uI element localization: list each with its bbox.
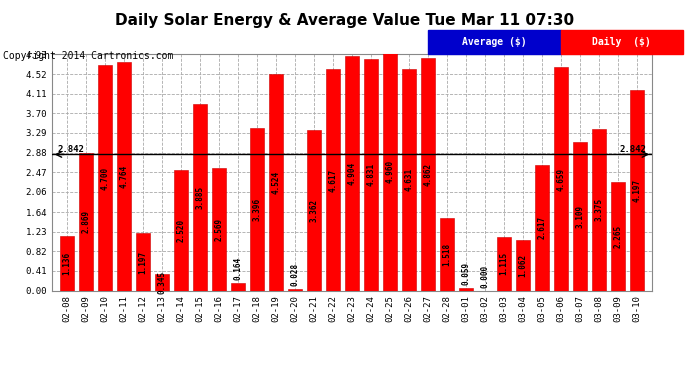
Text: Daily  ($): Daily ($): [593, 37, 651, 47]
Bar: [212, 168, 226, 291]
Text: 2.842: 2.842: [57, 146, 84, 154]
Bar: [60, 236, 74, 291]
Bar: [573, 142, 587, 291]
Text: 1.136: 1.136: [63, 252, 72, 275]
Text: Daily Solar Energy & Average Value Tue Mar 11 07:30: Daily Solar Energy & Average Value Tue M…: [115, 13, 575, 28]
Bar: [630, 90, 644, 291]
Text: 4.831: 4.831: [366, 163, 375, 186]
Text: 2.842: 2.842: [620, 146, 647, 154]
Bar: [554, 68, 568, 291]
Bar: [592, 129, 606, 291]
Text: 4.197: 4.197: [632, 178, 641, 202]
Text: 3.396: 3.396: [253, 198, 262, 221]
Text: 0.345: 0.345: [157, 271, 166, 294]
Bar: [497, 237, 511, 291]
Bar: [440, 218, 454, 291]
Bar: [230, 283, 245, 291]
Text: 4.700: 4.700: [101, 166, 110, 190]
Text: 1.518: 1.518: [442, 243, 451, 266]
Bar: [326, 69, 340, 291]
FancyBboxPatch shape: [560, 30, 683, 54]
Text: 3.362: 3.362: [309, 198, 318, 222]
Bar: [611, 182, 625, 291]
Text: 4.631: 4.631: [404, 168, 413, 191]
Bar: [345, 56, 359, 291]
Bar: [383, 53, 397, 291]
Bar: [515, 240, 530, 291]
Bar: [250, 128, 264, 291]
Text: 3.375: 3.375: [594, 198, 603, 221]
Bar: [307, 129, 321, 291]
Text: 0.000: 0.000: [480, 265, 489, 288]
Text: 4.862: 4.862: [424, 163, 433, 186]
Bar: [117, 62, 131, 291]
Text: 2.569: 2.569: [215, 217, 224, 241]
Bar: [364, 59, 378, 291]
Text: 4.659: 4.659: [556, 167, 565, 190]
FancyBboxPatch shape: [428, 30, 560, 54]
Text: 4.617: 4.617: [328, 168, 337, 192]
Text: 2.520: 2.520: [177, 219, 186, 242]
Text: 1.115: 1.115: [500, 252, 509, 276]
Text: Average ($): Average ($): [462, 37, 526, 47]
Text: 3.885: 3.885: [195, 186, 204, 209]
Text: 4.524: 4.524: [271, 171, 280, 194]
Bar: [79, 153, 93, 291]
Bar: [174, 170, 188, 291]
Text: 4.764: 4.764: [119, 165, 128, 188]
Text: 4.960: 4.960: [386, 160, 395, 183]
Bar: [535, 165, 549, 291]
Bar: [288, 289, 302, 291]
Bar: [155, 274, 169, 291]
Bar: [98, 65, 112, 291]
Text: 1.062: 1.062: [518, 254, 527, 277]
Text: 2.617: 2.617: [538, 216, 546, 240]
Text: 2.265: 2.265: [613, 225, 622, 248]
Text: 0.164: 0.164: [233, 257, 242, 280]
Text: 2.869: 2.869: [81, 210, 90, 234]
Bar: [193, 105, 207, 291]
Bar: [421, 58, 435, 291]
Text: 1.197: 1.197: [139, 251, 148, 273]
Text: 0.028: 0.028: [290, 263, 299, 286]
Bar: [269, 74, 283, 291]
Text: 4.904: 4.904: [347, 162, 357, 184]
Text: Copyright 2014 Cartronics.com: Copyright 2014 Cartronics.com: [3, 51, 174, 61]
Bar: [402, 69, 416, 291]
Bar: [136, 233, 150, 291]
Bar: [459, 288, 473, 291]
Text: 3.109: 3.109: [575, 205, 584, 228]
Text: 0.059: 0.059: [462, 262, 471, 285]
